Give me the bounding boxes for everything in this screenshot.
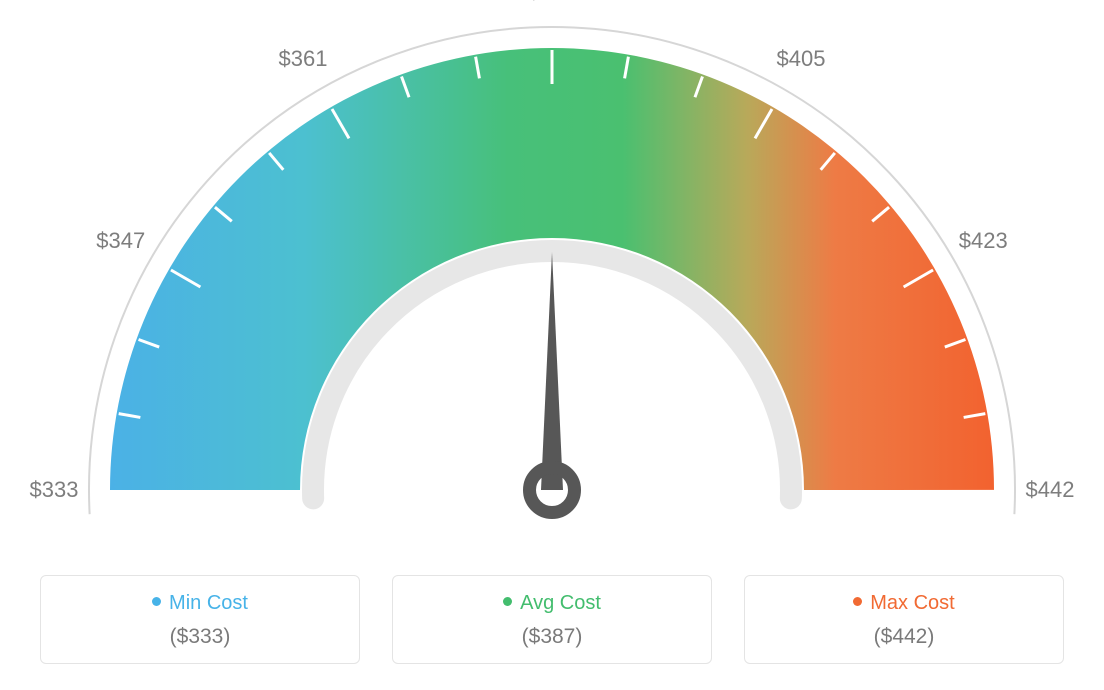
legend-card-avg: Avg Cost ($387) [392, 575, 712, 664]
gauge-tick-label: $405 [777, 46, 826, 72]
gauge-tick-label: $361 [279, 46, 328, 72]
gauge-chart: $333 $347 $361 $387 $405 $423 $442 [0, 0, 1104, 560]
legend-title-min: Min Cost [41, 592, 359, 615]
legend-title-max: Max Cost [745, 592, 1063, 615]
legend-dot-icon [152, 597, 161, 606]
legend-value-min: ($333) [41, 625, 359, 649]
legend-title-avg: Avg Cost [393, 592, 711, 615]
legend-value-avg: ($387) [393, 625, 711, 649]
legend-label: Max Cost [870, 592, 954, 614]
legend-card-max: Max Cost ($442) [744, 575, 1064, 664]
gauge-tick-label: $387 [528, 0, 577, 5]
legend-label: Min Cost [169, 592, 248, 614]
legend-dot-icon [853, 597, 862, 606]
legend-row: Min Cost ($333) Avg Cost ($387) Max Cost… [0, 575, 1104, 664]
gauge-tick-label: $423 [959, 228, 1008, 254]
gauge-svg [0, 0, 1104, 560]
legend-value-max: ($442) [745, 625, 1063, 649]
gauge-tick-label: $347 [96, 228, 145, 254]
gauge-tick-label: $333 [30, 477, 79, 503]
legend-label: Avg Cost [520, 592, 601, 614]
legend-dot-icon [503, 597, 512, 606]
gauge-tick-label: $442 [1026, 477, 1075, 503]
legend-card-min: Min Cost ($333) [40, 575, 360, 664]
